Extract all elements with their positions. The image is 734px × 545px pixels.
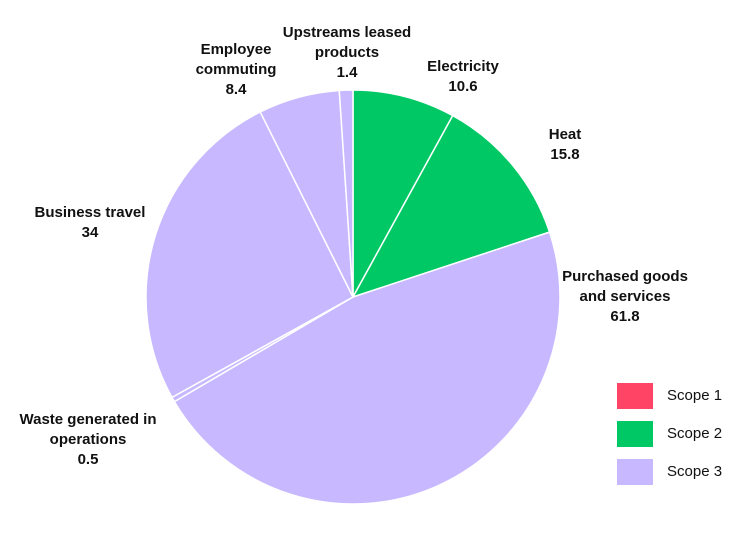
legend-swatch (617, 383, 653, 409)
slice-label: Electricity (427, 58, 499, 75)
legend-label: Scope 1 (667, 387, 723, 404)
pie-slice (173, 231, 561, 505)
pie-slice (338, 89, 354, 298)
slice-label: Employee commuting (195, 41, 277, 78)
pie-slice (145, 110, 354, 399)
slice-value: 61.8 (610, 308, 640, 325)
slice-value: 8.4 (225, 81, 247, 98)
pie-slice (352, 89, 454, 298)
slice-value: 15.8 (550, 146, 580, 163)
slice-label: Purchased goods and services (562, 268, 688, 305)
slice-label: Heat (548, 126, 582, 143)
slice-value: 34 (81, 224, 99, 241)
pie-slice (351, 114, 551, 299)
slice-label: Business travel (34, 204, 146, 221)
legend-label: Scope 3 (667, 463, 723, 480)
legend-label: Scope 2 (667, 425, 723, 442)
legend-swatch (617, 421, 653, 447)
slice-value: 0.5 (77, 451, 99, 468)
slice-value: 1.4 (336, 64, 358, 81)
slice-label: Upstreams leased products (282, 24, 412, 61)
slice-label: Waste generated in operations (19, 411, 157, 448)
slice-value: 10.6 (448, 78, 478, 95)
legend-swatch (617, 459, 653, 485)
